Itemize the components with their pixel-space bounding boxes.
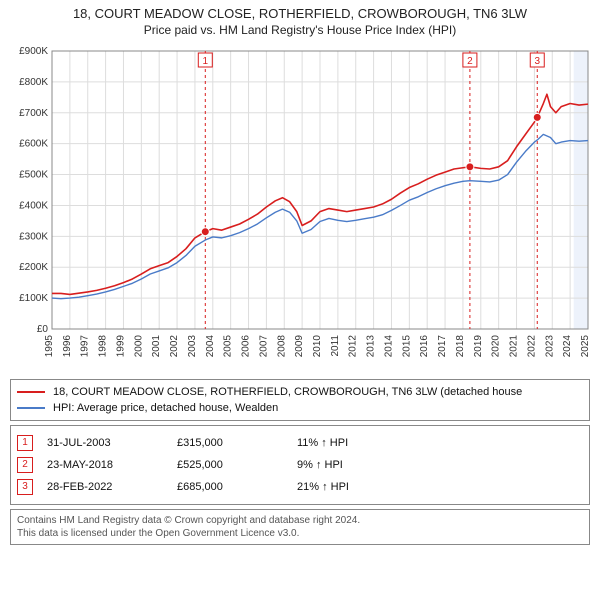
event-marker: 1 (17, 435, 33, 451)
svg-text:1: 1 (203, 56, 209, 67)
legend: 18, COURT MEADOW CLOSE, ROTHERFIELD, CRO… (10, 379, 590, 421)
svg-text:2011: 2011 (330, 334, 341, 356)
svg-text:£400K: £400K (19, 200, 48, 211)
events-table: 1 31-JUL-2003£315,00011% ↑ HPI 2 23-MAY-201… (10, 425, 590, 505)
event-row: 3 28-FEB-2022£685,00021% ↑ HPI (17, 476, 583, 498)
svg-text:2012: 2012 (348, 334, 359, 357)
svg-text:2003: 2003 (187, 334, 198, 357)
svg-text:£800K: £800K (19, 77, 48, 88)
svg-text:£200K: £200K (19, 262, 48, 273)
svg-text:2002: 2002 (169, 334, 180, 357)
event-delta: 9% ↑ HPI (297, 459, 583, 471)
svg-text:£0: £0 (37, 324, 49, 335)
legend-swatch-property (17, 391, 45, 393)
svg-text:1998: 1998 (98, 334, 109, 357)
svg-text:3: 3 (534, 56, 540, 67)
svg-text:1996: 1996 (62, 334, 73, 357)
chart-subtitle: Price paid vs. HM Land Registry's House … (6, 23, 594, 37)
svg-text:2025: 2025 (580, 334, 591, 357)
svg-text:1995: 1995 (44, 334, 55, 357)
svg-text:2004: 2004 (205, 334, 216, 357)
legend-swatch-hpi (17, 407, 45, 409)
svg-text:1997: 1997 (80, 334, 91, 357)
event-date: 23-MAY-2018 (47, 459, 177, 471)
svg-text:2016: 2016 (419, 334, 430, 357)
svg-text:2019: 2019 (473, 334, 484, 357)
legend-label-hpi: HPI: Average price, detached house, Weal… (53, 402, 278, 414)
svg-text:2000: 2000 (133, 334, 144, 357)
svg-text:2023: 2023 (544, 334, 555, 357)
svg-text:£100K: £100K (19, 293, 48, 304)
event-row: 2 23-MAY-2018£525,0009% ↑ HPI (17, 454, 583, 476)
event-date: 28-FEB-2022 (47, 481, 177, 493)
legend-row: HPI: Average price, detached house, Weal… (17, 400, 583, 416)
event-price: £315,000 (177, 437, 297, 449)
event-price: £525,000 (177, 459, 297, 471)
svg-text:2007: 2007 (258, 334, 269, 357)
legend-row: 18, COURT MEADOW CLOSE, ROTHERFIELD, CRO… (17, 384, 583, 400)
event-row: 1 31-JUL-2003£315,00011% ↑ HPI (17, 432, 583, 454)
svg-text:2009: 2009 (294, 334, 305, 357)
chart-title: 18, COURT MEADOW CLOSE, ROTHERFIELD, CRO… (6, 6, 594, 23)
svg-text:2017: 2017 (437, 334, 448, 357)
svg-text:2005: 2005 (223, 334, 234, 357)
svg-text:2020: 2020 (491, 334, 502, 357)
attribution-line: Contains HM Land Registry data © Crown c… (17, 514, 583, 527)
svg-text:£900K: £900K (19, 46, 48, 57)
svg-text:2013: 2013 (366, 334, 377, 357)
svg-text:2014: 2014 (383, 334, 394, 357)
event-marker: 3 (17, 479, 33, 495)
svg-text:£700K: £700K (19, 108, 48, 119)
event-date: 31-JUL-2003 (47, 437, 177, 449)
svg-text:£300K: £300K (19, 231, 48, 242)
svg-text:2: 2 (467, 56, 473, 67)
svg-text:2022: 2022 (526, 334, 537, 357)
svg-text:2001: 2001 (151, 334, 162, 357)
svg-text:2024: 2024 (562, 334, 573, 357)
svg-text:2006: 2006 (241, 334, 252, 357)
event-marker: 2 (17, 457, 33, 473)
svg-text:2018: 2018 (455, 334, 466, 357)
legend-label-property: 18, COURT MEADOW CLOSE, ROTHERFIELD, CRO… (53, 386, 522, 398)
svg-text:2015: 2015 (401, 334, 412, 357)
attribution: Contains HM Land Registry data © Crown c… (10, 509, 590, 545)
svg-text:2008: 2008 (276, 334, 287, 357)
svg-text:£600K: £600K (19, 139, 48, 150)
svg-text:£500K: £500K (19, 169, 48, 180)
svg-text:1999: 1999 (115, 334, 126, 357)
svg-text:2010: 2010 (312, 334, 323, 357)
event-delta: 21% ↑ HPI (297, 481, 583, 493)
svg-text:2021: 2021 (509, 334, 520, 357)
event-price: £685,000 (177, 481, 297, 493)
price-chart: £0 £100K £200K £300K £400K £500K £600K £700K £80… (6, 43, 594, 373)
event-delta: 11% ↑ HPI (297, 437, 583, 449)
attribution-line: This data is licensed under the Open Gov… (17, 527, 583, 540)
